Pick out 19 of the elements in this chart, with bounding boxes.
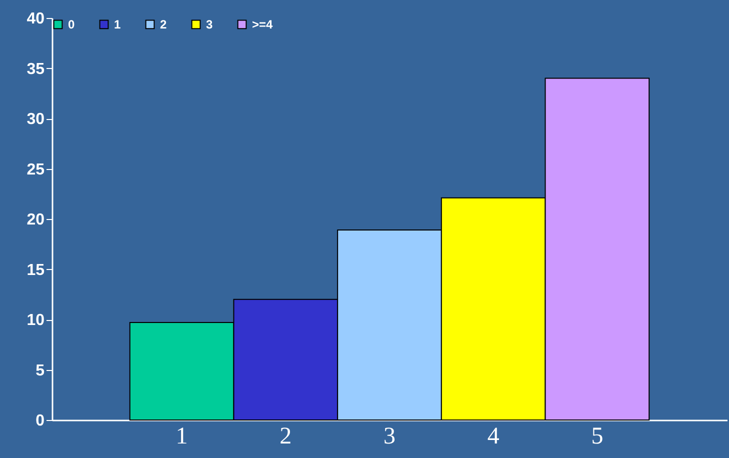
legend-label: 3 bbox=[206, 17, 213, 32]
legend-label: 2 bbox=[160, 17, 167, 32]
x-tick-label: 3 bbox=[384, 424, 396, 450]
y-tick-label: 30 bbox=[26, 111, 45, 128]
x-tick-label: 4 bbox=[487, 424, 500, 450]
legend-label: 0 bbox=[68, 17, 75, 32]
x-tick-label: 1 bbox=[176, 424, 188, 450]
y-tick-label: 40 bbox=[26, 10, 45, 28]
y-tick-label: 35 bbox=[26, 60, 45, 78]
legend-label: >=4 bbox=[252, 17, 274, 32]
legend-label: 1 bbox=[114, 17, 121, 32]
y-tick-label: 0 bbox=[36, 412, 45, 430]
y-tick-label: 20 bbox=[26, 212, 45, 228]
x-tick-label: 2 bbox=[280, 424, 292, 450]
y-tick-label: 5 bbox=[36, 362, 45, 380]
y-tick-label: 10 bbox=[26, 312, 45, 329]
y-tick-label: 25 bbox=[26, 161, 45, 178]
x-tick-label: 5 bbox=[591, 424, 604, 450]
y-tick-label: 15 bbox=[26, 262, 45, 279]
